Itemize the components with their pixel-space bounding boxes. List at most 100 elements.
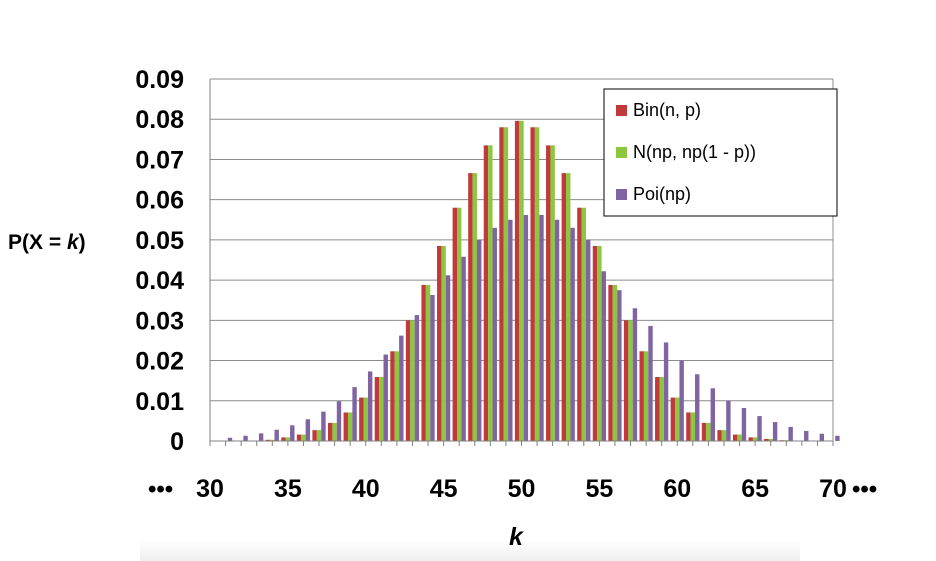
bar-poisson [461, 256, 466, 441]
bar-poisson [243, 435, 248, 441]
bar-bin [546, 145, 551, 441]
bar-normal [706, 422, 711, 441]
bottom-shadow [140, 540, 800, 561]
bar-normal [612, 284, 618, 441]
bar-bin [623, 320, 629, 441]
bar-normal [550, 145, 555, 441]
y-tick-label: 0.04 [135, 267, 184, 295]
bar-normal [488, 145, 493, 441]
bar-bin [592, 245, 598, 441]
bar-normal [441, 245, 446, 441]
bar-normal [721, 430, 727, 441]
bar-bin [701, 422, 707, 441]
legend-label-bin: Bin(n, p) [633, 100, 701, 120]
y-tick-label: 0.05 [135, 227, 184, 255]
bar-normal [768, 438, 773, 441]
x-tick-label: 65 [741, 475, 769, 503]
bar-poisson [336, 401, 342, 441]
y-tick-label: 0.02 [135, 348, 184, 376]
bar-normal [472, 173, 477, 441]
bar-poisson [741, 408, 747, 441]
y-tick-label: 0.03 [135, 307, 184, 335]
bar-normal [534, 127, 540, 442]
bar-normal [737, 434, 742, 441]
bar-poisson [632, 308, 638, 441]
y-tick-labels: 0 0.01 0.02 0.03 0.04 0.05 0.06 0.07 0.08 0.09 [135, 66, 184, 456]
legend-box [603, 88, 838, 217]
bar-bin [655, 377, 660, 441]
bar-normal [270, 439, 275, 441]
bar-poisson [835, 435, 840, 441]
bar-poisson [383, 354, 388, 441]
x-tick-label: 55 [585, 475, 613, 503]
bar-poisson [399, 335, 404, 441]
bar-bin [686, 412, 691, 441]
bar-normal [752, 437, 758, 441]
bar-bin [312, 430, 317, 441]
y-tick-label: 0.01 [135, 388, 184, 416]
bar-bin [437, 245, 442, 441]
bar-normal [597, 245, 602, 441]
bar-bin [717, 430, 722, 441]
bar-bin [514, 120, 520, 441]
bar-bin [732, 434, 738, 441]
bar-poisson [819, 433, 825, 441]
bar-poisson [414, 315, 420, 441]
bar-poisson [804, 430, 809, 441]
bar-poisson [757, 416, 762, 441]
bar-poisson [648, 325, 653, 441]
bar-bin [343, 412, 348, 441]
x-tick-label: 50 [508, 475, 536, 503]
bar-bin [374, 377, 380, 441]
bar-poisson [523, 214, 529, 441]
bar-normal [379, 377, 384, 441]
bar-normal [301, 434, 306, 441]
bar-poisson [617, 290, 622, 441]
bar-poisson [508, 219, 513, 441]
bar-normal [332, 422, 337, 441]
bar-bin [390, 351, 395, 441]
x-tick-label: 45 [430, 475, 458, 503]
bar-bin [296, 434, 302, 441]
y-tick-label: 0 [170, 428, 184, 456]
legend-swatch-bin [616, 105, 627, 116]
bar-normal [519, 120, 524, 441]
bar-normal [690, 412, 696, 441]
bar-normal [628, 320, 633, 441]
bar-poisson [726, 400, 731, 441]
ellipsis-right: ••• [852, 476, 877, 503]
legend: Bin(n, p) N(np, np(1 - p)) Poi(np) [603, 88, 838, 217]
bar-poisson [539, 214, 544, 441]
bar-normal [347, 412, 353, 441]
x-tick-label: 40 [352, 475, 380, 503]
bar-poisson [570, 227, 575, 441]
bar-bin [670, 397, 676, 441]
bar-bin [561, 173, 567, 441]
bar-normal [394, 351, 400, 441]
bar-poisson [367, 371, 373, 441]
bar-bin [748, 437, 753, 441]
bar-poisson [679, 360, 684, 441]
bars-layer [227, 120, 840, 442]
bar-poisson [663, 342, 669, 441]
bar-poisson [430, 294, 435, 441]
bar-poisson [492, 227, 497, 441]
y-tick-label: 0.09 [135, 66, 184, 94]
legend-label-normal: N(np, np(1 - p)) [633, 142, 756, 162]
x-axis-label: k [509, 523, 524, 551]
bar-poisson [227, 437, 233, 441]
bar-poisson [352, 387, 357, 441]
bar-poisson [554, 219, 560, 441]
bar-bin [764, 438, 769, 441]
bar-bin [468, 173, 473, 441]
bar-normal [643, 351, 649, 441]
bar-poisson [290, 425, 295, 441]
bar-poisson [772, 422, 778, 441]
bar-normal [285, 437, 291, 441]
bar-bin [281, 437, 286, 441]
bar-normal [675, 397, 680, 441]
bar-poisson [274, 429, 279, 441]
bar-poisson [305, 419, 311, 441]
bar-poisson [476, 239, 482, 441]
bar-bin [577, 207, 582, 441]
